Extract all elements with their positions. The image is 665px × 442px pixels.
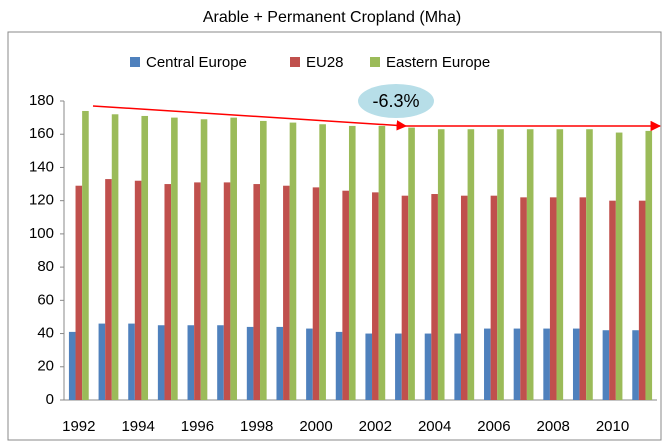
annotation-bubble <box>358 84 434 118</box>
bar <box>141 115 149 400</box>
bar <box>82 110 89 400</box>
legend-swatch <box>290 57 300 67</box>
x-tick-label: 2010 <box>596 418 629 435</box>
bar <box>260 120 267 400</box>
legend-swatch <box>370 57 380 67</box>
bar <box>128 323 135 400</box>
x-tick-label: 2002 <box>359 418 392 435</box>
x-tick-label: 2000 <box>299 418 332 435</box>
bar <box>484 328 491 400</box>
trend-arrow <box>92 105 408 131</box>
bar <box>105 179 112 400</box>
bar <box>437 129 445 400</box>
bar <box>467 129 475 400</box>
bar <box>194 182 201 400</box>
bar <box>319 124 326 400</box>
bar <box>365 333 373 400</box>
y-tick-label: 160 <box>29 125 54 142</box>
x-tick-label: 2004 <box>418 418 451 435</box>
bar <box>401 195 409 400</box>
x-tick-label: 1996 <box>181 418 214 435</box>
y-tick-label: 40 <box>37 325 54 342</box>
bar <box>335 331 343 400</box>
y-tick-label: 140 <box>29 158 54 175</box>
bar <box>223 182 231 400</box>
bar <box>526 129 534 400</box>
legend-label: Central Europe <box>146 54 247 71</box>
x-tick-label: 2008 <box>537 418 570 435</box>
y-tick-label: 100 <box>29 225 54 242</box>
bar <box>543 328 550 400</box>
y-tick-label: 180 <box>29 92 54 109</box>
bar <box>602 330 610 400</box>
bar <box>134 180 142 400</box>
bar <box>246 326 254 400</box>
bar <box>520 197 527 400</box>
bar <box>348 125 356 401</box>
bar <box>454 333 461 400</box>
bar <box>431 194 438 400</box>
legend-label: Eastern Europe <box>386 54 490 71</box>
bar <box>609 200 616 400</box>
bar <box>579 197 587 400</box>
bar <box>372 192 379 400</box>
y-tick-label: 80 <box>37 258 54 275</box>
y-tick-label: 120 <box>29 192 54 209</box>
legend-swatch <box>130 57 140 67</box>
bar <box>586 129 593 400</box>
bar <box>632 330 639 400</box>
bar <box>645 130 653 400</box>
chart-border <box>7 31 662 441</box>
bar <box>200 119 208 401</box>
bar <box>556 129 564 400</box>
bar <box>289 122 297 400</box>
bar <box>615 132 623 401</box>
bar <box>513 328 521 400</box>
bar <box>217 325 224 400</box>
bar <box>98 323 106 400</box>
y-tick-label: 60 <box>37 291 54 308</box>
bar <box>572 328 580 400</box>
x-tick-label: 2006 <box>477 418 510 435</box>
y-tick-label: 0 <box>46 391 54 408</box>
x-tick-label: 1998 <box>240 418 273 435</box>
bar <box>230 117 237 400</box>
y-tick-label: 20 <box>37 358 54 375</box>
annotation: -6.3% <box>372 91 419 111</box>
bar <box>157 325 165 400</box>
chart-title: Arable + Permanent Cropland (Mha) <box>203 9 461 26</box>
bar <box>312 187 320 400</box>
bar <box>395 333 402 400</box>
bar <box>638 200 646 400</box>
bar <box>187 325 195 400</box>
bar <box>490 195 498 400</box>
bar <box>68 331 76 400</box>
bar <box>171 117 178 400</box>
x-tick-label: 1994 <box>121 418 154 435</box>
bar <box>342 190 349 400</box>
bar <box>306 328 313 400</box>
bar <box>276 326 284 400</box>
bar <box>408 127 415 401</box>
bar <box>460 195 468 400</box>
bar <box>253 184 261 400</box>
bar <box>111 114 119 401</box>
bar <box>497 129 504 400</box>
bar <box>549 197 557 400</box>
bar <box>283 185 290 400</box>
legend-label: EU28 <box>306 54 344 71</box>
bar <box>378 125 386 401</box>
x-tick-label: 1992 <box>62 418 95 435</box>
bar <box>424 333 432 400</box>
bar <box>75 185 83 400</box>
bar <box>164 184 172 400</box>
